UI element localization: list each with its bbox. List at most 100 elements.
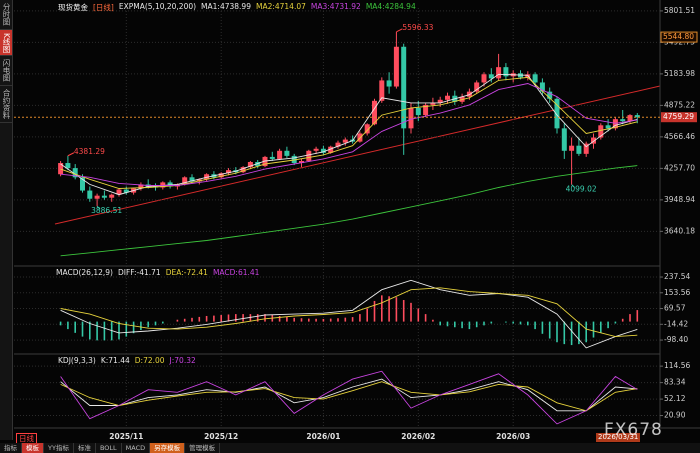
indicator-line bbox=[60, 165, 638, 257]
candle-body bbox=[503, 67, 509, 77]
indicator-line bbox=[60, 370, 638, 425]
side-tab[interactable]: 合约资料 bbox=[0, 86, 12, 123]
bottom-tab[interactable]: 指标 bbox=[0, 443, 22, 453]
candle-body bbox=[306, 150, 312, 161]
candle-body bbox=[72, 168, 78, 178]
indicator-line bbox=[60, 381, 638, 412]
x-tick-label: 2025/11 bbox=[109, 432, 143, 441]
y-tick-label: 4566.46 bbox=[664, 132, 695, 141]
indicator-line bbox=[60, 83, 638, 186]
candle-body bbox=[196, 179, 202, 182]
candle-body bbox=[627, 115, 633, 122]
y-tick-label: 3640.18 bbox=[664, 226, 695, 235]
candle-body bbox=[415, 107, 421, 116]
candle-body bbox=[189, 177, 195, 182]
candle-body bbox=[80, 177, 85, 191]
symbol: 现货黄金 bbox=[58, 3, 88, 12]
kdj-legend: KDJ(9,3,3) K:71.44 D:72.00 J:70.32 bbox=[58, 356, 196, 365]
y-tick-label: 237.54 bbox=[664, 272, 690, 281]
low-label: 4099.02 bbox=[566, 185, 597, 194]
candle-body bbox=[277, 150, 283, 159]
indicator-line bbox=[60, 287, 638, 338]
macd-legend: MACD(26,12,9) DIFF:-41.71 DEA:-72.41 MACD:6… bbox=[56, 268, 259, 277]
bottom-tab[interactable]: 管理模板 bbox=[185, 443, 221, 453]
candle-body bbox=[605, 125, 611, 129]
x-tick-label: 2026/02 bbox=[401, 432, 435, 441]
candle-body bbox=[299, 160, 304, 164]
candle-body bbox=[634, 115, 640, 118]
candle-body bbox=[591, 137, 596, 144]
candle-body bbox=[547, 91, 553, 99]
indicator-line bbox=[60, 76, 638, 189]
annotation-leader bbox=[396, 28, 403, 33]
y-tick-label: -98.40 bbox=[664, 335, 688, 344]
y-tick-label: 114.56 bbox=[664, 361, 690, 370]
candle-body bbox=[160, 182, 166, 188]
legend-entry: MA4:4284.94 bbox=[365, 2, 416, 11]
side-tab[interactable]: 闪电图 bbox=[0, 56, 12, 86]
annotation-leader bbox=[571, 184, 575, 188]
y-tick-label: 4875.22 bbox=[664, 100, 695, 109]
candle-body bbox=[481, 74, 487, 83]
candle-body bbox=[539, 82, 545, 92]
y-tick-label: 5183.98 bbox=[664, 69, 695, 78]
alert-price-label: 5544.80 bbox=[663, 32, 694, 41]
bottom-tab[interactable]: 另存模板 bbox=[150, 443, 186, 453]
candle-body bbox=[94, 195, 100, 199]
bottom-tab[interactable]: MACD bbox=[122, 443, 151, 453]
candle-body bbox=[247, 162, 253, 168]
low-label: 3886.51 bbox=[91, 206, 122, 215]
candle-body bbox=[554, 98, 560, 129]
candle-body bbox=[116, 189, 122, 195]
candle-body bbox=[328, 146, 334, 153]
candle-body bbox=[598, 125, 604, 138]
bottom-tab[interactable]: 模板 bbox=[22, 443, 44, 453]
y-tick-label: 20.90 bbox=[664, 411, 686, 420]
legend-entry: D:72.00 bbox=[134, 356, 165, 365]
candle-body bbox=[474, 82, 480, 92]
high-label: 4381.29 bbox=[74, 147, 105, 156]
candle-body bbox=[576, 145, 582, 154]
y-tick-label: 69.57 bbox=[664, 304, 686, 313]
candle-body bbox=[167, 182, 173, 187]
legend-entry: MA1:4738.99 bbox=[201, 2, 251, 11]
candle-body bbox=[561, 128, 567, 151]
candle-body bbox=[423, 104, 429, 116]
annotation-leader bbox=[96, 205, 101, 210]
candle-body bbox=[372, 100, 377, 125]
candle-body bbox=[612, 119, 618, 129]
indicator-title: MACD(26,12,9) bbox=[56, 268, 113, 277]
annotation-leader bbox=[67, 152, 75, 157]
candle-body bbox=[255, 162, 261, 167]
candle-body bbox=[408, 107, 414, 129]
indicator-line bbox=[60, 279, 638, 349]
legend-entry: MA2:4714.07 bbox=[255, 2, 306, 11]
candle-body bbox=[430, 102, 436, 105]
bottom-tab[interactable]: BOLL bbox=[96, 443, 122, 453]
x-tick-label: 2026/03 bbox=[496, 432, 530, 441]
side-tabs: 分时图 K线图 闪电图 合约资料 bbox=[0, 0, 13, 440]
candle-body bbox=[437, 99, 443, 103]
candle-body bbox=[65, 163, 71, 169]
candle-body bbox=[138, 184, 144, 189]
price-legend: 现货黄金 [日线] EXPMA(5,10,20,200) MA1:4738.99 M… bbox=[58, 2, 416, 13]
side-tab[interactable]: K线图 bbox=[0, 29, 12, 57]
legend-entry: MA3:4731.92 bbox=[310, 2, 361, 11]
candle-body bbox=[291, 155, 297, 164]
last-price-box bbox=[661, 112, 697, 123]
watermark: FX678 bbox=[604, 420, 663, 440]
indicator-title: EXPMA(5,10,20,200) bbox=[118, 2, 197, 11]
candle-body bbox=[386, 80, 392, 87]
candle-body bbox=[620, 119, 626, 122]
y-tick-label: 52.12 bbox=[664, 394, 686, 403]
side-tab[interactable]: 分时图 bbox=[0, 0, 12, 30]
legend-entry: MACD:61.41 bbox=[212, 268, 260, 277]
candle-body bbox=[364, 124, 370, 134]
candle-body bbox=[313, 148, 319, 151]
bottom-tab[interactable]: 标准 bbox=[74, 443, 96, 453]
date-marker: 2026/03/31 bbox=[596, 433, 641, 442]
x-tick-label: 2025/12 bbox=[204, 432, 238, 441]
last-price-label: 4759.29 bbox=[663, 112, 694, 121]
bottom-tab[interactable]: YY指标 bbox=[44, 443, 74, 453]
